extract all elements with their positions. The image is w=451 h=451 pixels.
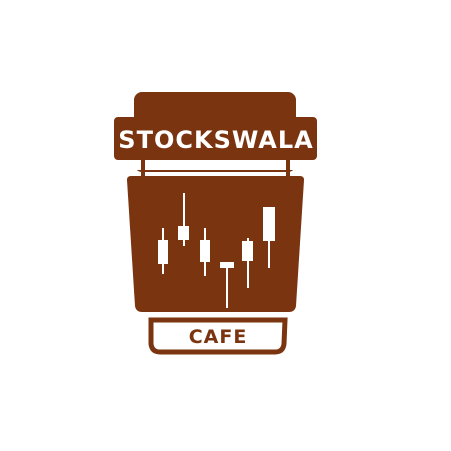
lid-separator-left (141, 160, 145, 176)
candle-body (200, 240, 210, 262)
brand-name: STOCKSWALA (118, 126, 313, 154)
candle-body (158, 240, 168, 264)
cup-bottom (148, 317, 288, 355)
cup-rim (120, 160, 310, 170)
candle-body (220, 262, 234, 268)
lid-separator-right (286, 160, 290, 176)
candle-body (263, 207, 275, 241)
brand-label-band (114, 117, 317, 160)
candle-body (178, 226, 189, 240)
sub-label: CAFE (189, 326, 248, 348)
cup-body (127, 176, 304, 312)
candlestick-graphic (158, 193, 275, 308)
candle-body (242, 241, 253, 261)
